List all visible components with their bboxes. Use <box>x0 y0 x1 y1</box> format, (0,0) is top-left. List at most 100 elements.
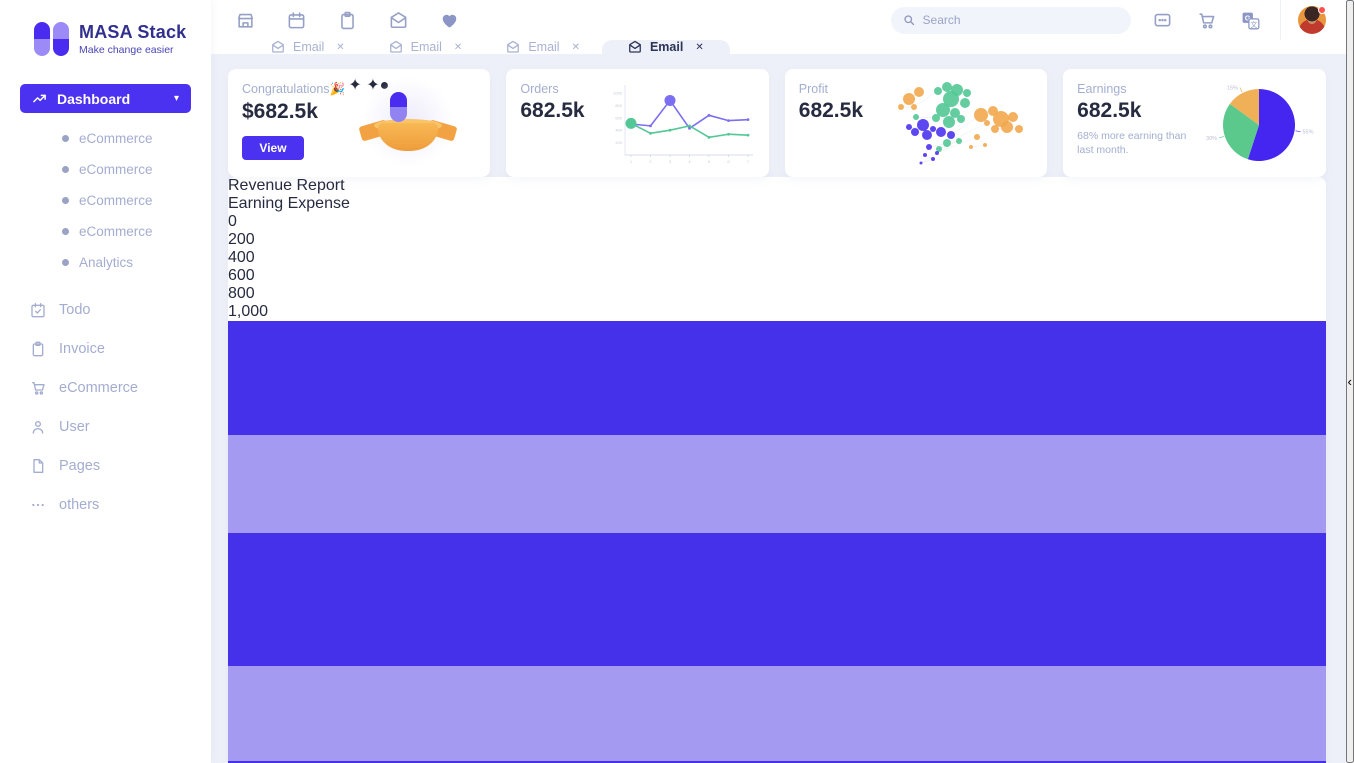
svg-text:3: 3 <box>669 159 672 164</box>
brand-subtitle: Make change easier <box>79 44 174 56</box>
sidebar-sub-items: eCommerce eCommerce eCommerce eCommerce Anal… <box>0 123 211 278</box>
ellipsis-icon <box>32 503 44 506</box>
bar-expense-周一[interactable] <box>228 434 1326 533</box>
sidebar-item-todo[interactable]: Todo <box>0 290 211 329</box>
revenue-report-card: Revenue Report Earning Expense 0 200 400 60… <box>228 177 1326 763</box>
sidebar-item-ecommerce[interactable]: eCommerce <box>0 368 211 407</box>
email-icon <box>507 40 520 53</box>
cart-icon <box>31 381 45 395</box>
heart-icon[interactable] <box>440 11 459 30</box>
topbar-divider <box>1279 0 1281 40</box>
profit-card: Profit 682.5k <box>784 69 1048 177</box>
tab-email-4[interactable]: Email ✕ <box>601 40 730 54</box>
user-avatar[interactable] <box>1297 6 1326 34</box>
svg-text:600: 600 <box>615 115 622 120</box>
legend-earning[interactable]: Earning <box>228 195 284 212</box>
sidebar-collapse-button[interactable]: ‹ <box>1345 0 1354 763</box>
sidebar-subitem-analytics-5[interactable]: Analytics <box>0 247 211 278</box>
sidebar-item-pages[interactable]: Pages <box>0 446 211 485</box>
sidebar-subitem-ecommerce-2[interactable]: eCommerce <box>0 154 211 185</box>
bar-earning-周二[interactable] <box>228 532 1326 666</box>
earnings-note: 68% more earning than last month. <box>1077 130 1187 157</box>
legend-expense[interactable]: Expense <box>287 195 350 212</box>
calendar-icon[interactable] <box>287 11 306 30</box>
topbar: G文 <box>211 0 1346 40</box>
svg-text:G: G <box>1244 13 1250 22</box>
svg-text:2: 2 <box>649 159 652 164</box>
svg-text:30%: 30% <box>1206 136 1217 142</box>
svg-text:6: 6 <box>727 159 730 164</box>
sidebar-item-invoice[interactable]: Invoice <box>0 329 211 368</box>
congratulations-card: Congratulations🎉 $682.5k View ✦ ✦● <box>228 69 491 177</box>
congrats-title: Congratulations🎉 <box>242 82 346 96</box>
earnings-card: Earnings 682.5k 68% more earning than la… <box>1063 69 1326 177</box>
content: Congratulations🎉 $682.5k View ✦ ✦● Order… <box>211 54 1346 763</box>
sidebar-item-others[interactable]: others <box>0 485 211 524</box>
tab-email-2[interactable]: Email ✕ <box>367 40 485 54</box>
chat-icon[interactable] <box>1153 11 1172 30</box>
view-button[interactable]: View <box>242 136 304 160</box>
sidebar-item-label: Dashboard <box>57 90 131 107</box>
cart-icon[interactable] <box>1197 11 1216 30</box>
sidebar: MASA Stack Make change easier Dashboard … <box>0 0 211 763</box>
search-box[interactable] <box>890 6 1131 34</box>
earnings-pie-chart: 55% 30% 15% <box>1200 77 1318 177</box>
email-icon <box>272 40 284 53</box>
trophy-illustration: ✦ ✦● <box>348 75 468 169</box>
clipboard-icon <box>32 341 44 356</box>
search-input[interactable] <box>922 13 1119 27</box>
svg-text:15%: 15% <box>1226 86 1237 92</box>
sidebar-item-dashboard[interactable]: Dashboard ▾ <box>20 84 191 113</box>
svg-text:文: 文 <box>1250 19 1257 28</box>
tab-close-icon[interactable]: ✕ <box>695 41 704 53</box>
tab-email-3[interactable]: Email ✕ <box>484 40 602 54</box>
sidebar-subitem-ecommerce-3[interactable]: eCommerce <box>0 185 211 216</box>
brand-title: MASA Stack <box>79 22 187 42</box>
sparkle-icon: ✦ <box>348 77 362 94</box>
tab-close-icon[interactable]: ✕ <box>571 41 580 53</box>
sidebar-subitem-ecommerce-1[interactable]: eCommerce <box>0 123 211 154</box>
email-icon[interactable] <box>389 11 408 30</box>
tab-close-icon[interactable]: ✕ <box>336 41 345 53</box>
svg-text:5: 5 <box>708 159 711 164</box>
notification-dot <box>1317 6 1326 14</box>
chevron-down-icon: ▾ <box>173 93 179 104</box>
storefront-icon[interactable] <box>236 11 255 30</box>
svg-text:800: 800 <box>615 103 622 108</box>
sidebar-item-user[interactable]: User <box>0 407 211 446</box>
congrats-value: $682.5k <box>242 100 318 123</box>
svg-text:4: 4 <box>688 159 691 164</box>
tab-bar: Email ✕ Email ✕ Email ✕ Email ✕ <box>211 40 1346 54</box>
revenue-report-title: Revenue Report <box>228 177 345 194</box>
trending-up-icon <box>33 94 46 103</box>
brand-logo-icon <box>34 22 70 56</box>
svg-text:1000: 1000 <box>613 91 623 96</box>
user-icon <box>32 420 44 434</box>
svg-text:7: 7 <box>747 159 750 164</box>
main-area: G文 Email✕Email✕Email✕Email✕ Congratulati… <box>211 0 1346 763</box>
svg-text:200: 200 <box>615 140 622 145</box>
chart-legend: Earning Expense <box>228 195 1326 213</box>
email-icon <box>629 40 641 53</box>
sidebar-subitem-ecommerce-4[interactable]: eCommerce <box>0 216 211 247</box>
tab-close-icon[interactable]: ✕ <box>453 41 463 53</box>
tab-email-1[interactable]: Email ✕ <box>249 40 367 54</box>
profit-bubble-chart <box>881 77 1039 176</box>
brand: MASA Stack Make change easier <box>0 22 211 56</box>
orders-line-chart: 200 400 600 800 1000 1 2 3 4 5 6 7 <box>609 77 761 174</box>
email-icon <box>389 40 402 53</box>
bar-earning-周三[interactable] <box>228 761 1326 763</box>
bar-earning-周一[interactable] <box>228 321 1326 435</box>
svg-text:1: 1 <box>630 159 633 164</box>
bar-expense-周二[interactable] <box>228 665 1326 762</box>
calendar-check-icon <box>31 302 45 317</box>
clipboard-icon[interactable] <box>338 11 357 30</box>
orders-card: Orders 682.5k 200 400 600 800 1000 1 2 3 4 5 6 7 <box>506 69 769 177</box>
file-icon <box>33 458 44 473</box>
sidebar-items: Todo Invoice eCommerce User Pages others <box>0 290 211 524</box>
svg-text:55%: 55% <box>1302 130 1313 136</box>
search-icon <box>903 15 914 26</box>
